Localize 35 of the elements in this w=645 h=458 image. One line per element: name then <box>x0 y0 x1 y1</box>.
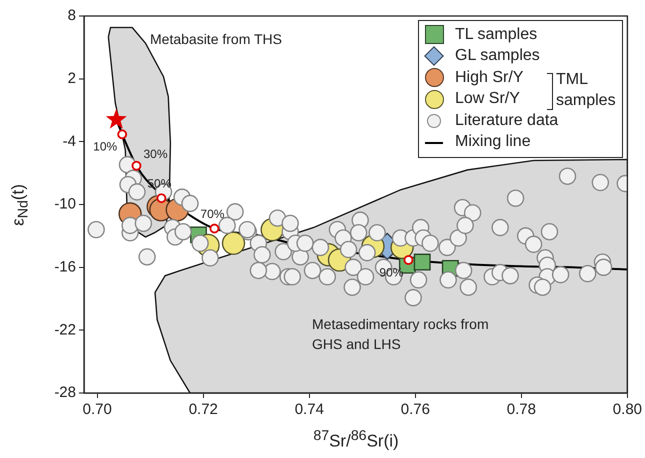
annotation: 70% <box>200 206 225 221</box>
point <box>404 255 414 265</box>
point <box>117 129 128 140</box>
annotation: 90% <box>379 265 404 280</box>
x-tick-label: 0.74 <box>294 401 324 418</box>
x-tick-label: 0.78 <box>506 401 536 418</box>
x-tick-label: 0.76 <box>400 401 430 418</box>
legend-label: Mixing line <box>455 133 531 152</box>
point <box>106 108 127 129</box>
y-tick-label: -16 <box>54 258 76 276</box>
point <box>132 160 142 171</box>
legend-label: TL samples <box>455 26 538 44</box>
annotation: TML samples <box>556 70 617 111</box>
x-tick-label: 0.80 <box>612 401 642 418</box>
x-tick-label: 0.70 <box>82 401 112 418</box>
point <box>156 193 166 204</box>
legend-label: High Sr/Y <box>455 68 524 87</box>
y-tick-label: -10 <box>54 196 76 213</box>
annotation: Metabasite from THS <box>150 30 282 49</box>
annotation: 30% <box>143 147 168 162</box>
point <box>210 224 220 234</box>
point <box>414 254 431 271</box>
x-tick-label: 0.72 <box>188 401 218 418</box>
y-tick-label: 2 <box>68 70 76 87</box>
legend-label: Low Sr/Y <box>455 90 520 108</box>
y-tick-label: -28 <box>54 384 76 402</box>
annotation: 10% <box>93 140 118 154</box>
legend-label: Literature data <box>455 112 558 130</box>
annotation: Metasedimentary rocks from GHS and LHS <box>312 315 489 354</box>
y-tick-label: 8 <box>68 7 76 24</box>
legend-label: GL samples <box>455 47 540 66</box>
y-tick-label: -4 <box>62 132 76 150</box>
x-axis-title: $^{87}$Sr/$^{86}$Sr(i) <box>313 428 399 452</box>
y-tick-label: -22 <box>54 321 76 338</box>
point <box>222 232 246 255</box>
